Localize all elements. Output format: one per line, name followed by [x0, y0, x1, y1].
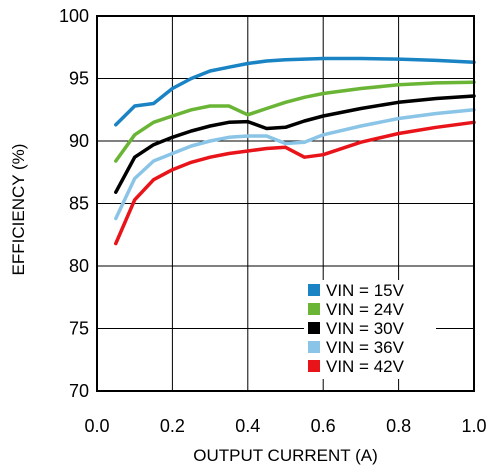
series-lines	[114, 56, 476, 246]
y-tick-label: 75	[69, 319, 89, 339]
series-line	[114, 120, 476, 246]
y-tick-label: 70	[69, 381, 89, 401]
y-tick-label: 100	[59, 6, 89, 26]
plot-frame	[96, 15, 475, 392]
y-axis-title: EFFICIENCY (%)	[9, 144, 28, 276]
x-axis-ticks: 0.0 0.2 0.4 0.6 0.8 1.0	[84, 416, 486, 436]
series-line	[114, 56, 476, 127]
y-tick-label: 95	[69, 69, 89, 89]
y-axis-ticks: 70 75 80 85 90 95 100	[59, 6, 89, 401]
legend-swatch	[308, 341, 320, 353]
legend-swatch	[308, 303, 320, 315]
legend-background	[304, 280, 436, 379]
series-line	[114, 80, 476, 163]
legend-swatch	[308, 360, 320, 372]
x-tick-label: 0.4	[235, 416, 260, 436]
series-line	[114, 108, 476, 221]
legend-label: VIN = 36V	[326, 338, 405, 357]
y-tick-label: 80	[69, 256, 89, 276]
legend-swatch	[308, 322, 320, 334]
legend-label: VIN = 15V	[326, 281, 405, 300]
x-tick-label: 1.0	[461, 416, 486, 436]
legend-label: VIN = 42V	[326, 357, 405, 376]
x-tick-label: 0.0	[84, 416, 109, 436]
y-tick-label: 90	[69, 131, 89, 151]
x-tick-label: 0.6	[311, 416, 336, 436]
legend-label: VIN = 24V	[326, 300, 405, 319]
legend-label: VIN = 30V	[326, 319, 405, 338]
x-tick-label: 0.2	[160, 416, 185, 436]
series-line	[114, 94, 476, 194]
grid	[97, 16, 474, 391]
legend-swatch	[308, 284, 320, 296]
x-tick-label: 0.8	[386, 416, 411, 436]
y-tick-label: 85	[69, 194, 89, 214]
x-axis-title: OUTPUT CURRENT (A)	[193, 446, 378, 465]
